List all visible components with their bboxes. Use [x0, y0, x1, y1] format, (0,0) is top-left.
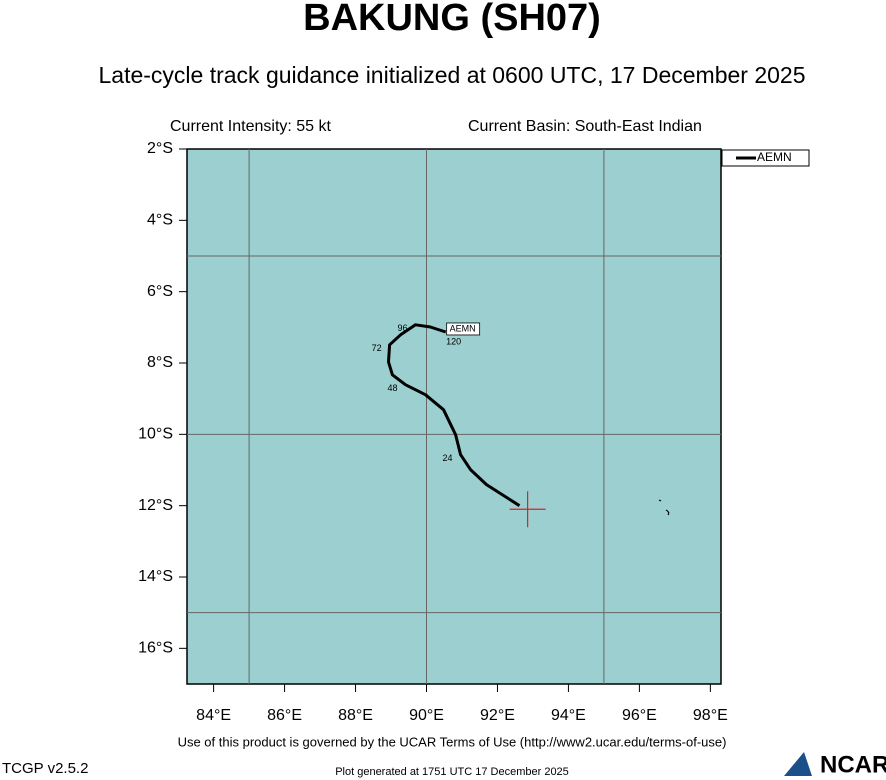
footer: Use of this product is governed by the U… [178, 734, 727, 749]
tau-label: 120 [446, 336, 461, 346]
y-tick-label: 8°S [147, 354, 173, 371]
x-tick-label: 92°E [480, 707, 515, 724]
x-tick-label: 86°E [267, 707, 302, 724]
track-label-box [446, 322, 481, 336]
tau-label: 96 [397, 323, 407, 333]
logo: NCAR [820, 751, 886, 778]
x-tick-label: 90°E [409, 707, 444, 724]
generated: Plot generated at 1751 UTC 17 December 2… [335, 766, 569, 778]
tau-label: 24 [443, 453, 453, 463]
x-tick-label: 88°E [338, 707, 373, 724]
x-tick-label: 84°E [196, 707, 231, 724]
y-tick-label: 12°S [138, 497, 173, 514]
track-label: AEMN [450, 323, 476, 333]
y-tick-label: 16°S [138, 640, 173, 657]
title: BAKUNG (SH07) [303, 0, 601, 39]
legend-box [721, 149, 810, 167]
y-tick-label: 6°S [147, 283, 173, 300]
x-tick-label: 96°E [622, 707, 657, 724]
intensity-label: Current Intensity: 55 kt [170, 118, 332, 135]
x-tick-label: 98°E [693, 707, 728, 724]
logo-mark [784, 752, 812, 776]
map-layer: 84°E 86°E 88°E 90°E 92°E 94°E 96°E 98°E 2°S 4°S 6°… [138, 140, 728, 724]
basin-label: Current Basin: South-East Indian [468, 118, 702, 135]
subtitle: Late-cycle track guidance initialized at… [99, 62, 806, 88]
y-tick-label: 14°S [138, 568, 173, 585]
track [387, 323, 521, 507]
tau-label: 48 [388, 383, 398, 393]
tau-label: 72 [372, 343, 382, 353]
y-tick-label: 10°S [138, 426, 173, 443]
legend-label: AEMN [757, 150, 792, 164]
y-tick-label: 4°S [147, 212, 173, 229]
current-position [509, 491, 546, 528]
island [658, 499, 670, 516]
version: TCGP v2.5.2 [2, 760, 88, 777]
x-tick-label: 94°E [551, 707, 586, 724]
y-tick-label: 2°S [147, 140, 173, 157]
plot-area [186, 148, 722, 685]
